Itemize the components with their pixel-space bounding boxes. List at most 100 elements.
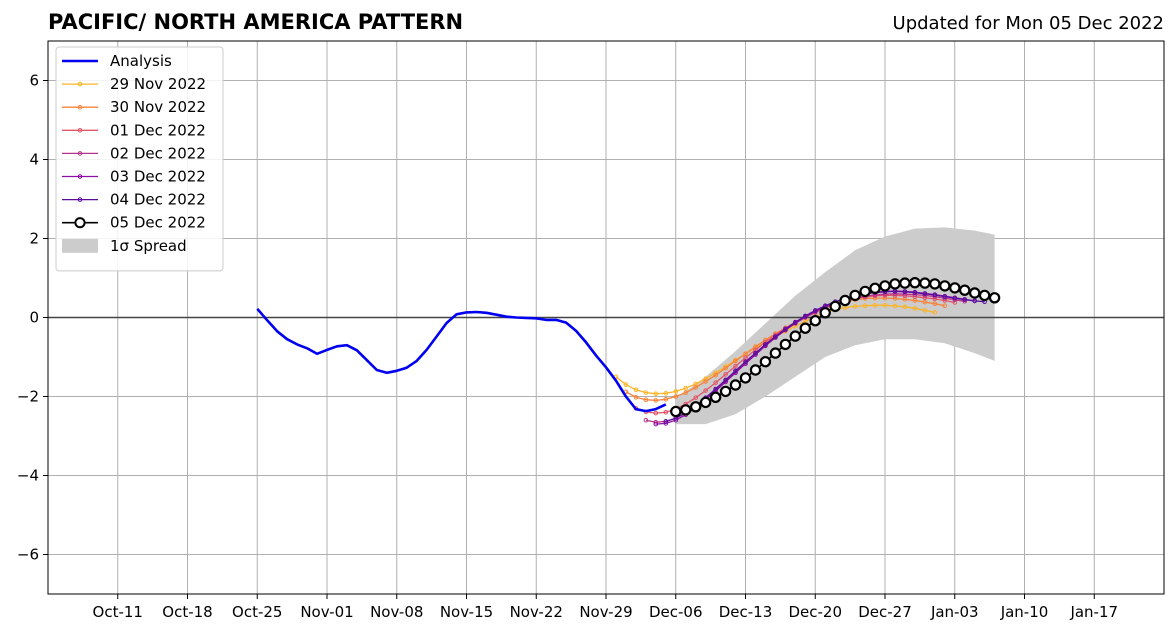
x-tick-label: Nov-29 (579, 603, 632, 621)
x-tick-label: Nov-01 (300, 603, 353, 621)
data-point (663, 397, 669, 402)
y-tick-label: −4 (17, 467, 39, 485)
legend-item: 02 Dec 2022 (62, 144, 206, 162)
legend-marker (77, 81, 83, 87)
data-point (663, 419, 669, 424)
data-point (670, 405, 682, 418)
data-point (849, 289, 861, 302)
data-point (988, 292, 1001, 304)
data-point (779, 338, 792, 351)
data-point (729, 379, 742, 391)
data-point (723, 365, 728, 371)
data-point (633, 387, 639, 393)
data-point (859, 285, 871, 298)
y-axis: 6 4 2 0 −2 −4 −6 (17, 72, 48, 564)
data-point (673, 389, 679, 394)
data-point (783, 326, 788, 332)
data-point (763, 342, 768, 347)
data-point (683, 385, 689, 391)
data-point (922, 299, 928, 305)
x-tick-label: Oct-11 (93, 603, 143, 621)
legend-item: 03 Dec 2022 (62, 168, 206, 186)
series-line-analysis (256, 307, 667, 413)
legend-label: 02 Dec 2022 (110, 144, 206, 162)
data-point (922, 291, 928, 297)
y-tick-label: −6 (17, 546, 39, 564)
y-tick-label: −2 (17, 388, 39, 406)
y-tick-label: 6 (29, 72, 39, 90)
legend-marker (77, 197, 83, 202)
data-point (932, 292, 938, 298)
data-point (693, 385, 699, 390)
legend-label: 03 Dec 2022 (110, 168, 206, 186)
data-point (942, 303, 948, 309)
data-point (813, 308, 818, 313)
legend-item: 1σ Spread (62, 237, 187, 255)
data-point (852, 304, 858, 309)
x-tick-label: Dec-13 (719, 603, 773, 621)
x-tick-label: Nov-15 (440, 603, 493, 621)
data-point (690, 401, 702, 413)
series-group (256, 277, 1001, 427)
data-point (769, 347, 782, 359)
data-point (733, 358, 738, 364)
legend-marker (74, 217, 86, 229)
data-point (932, 310, 938, 315)
legend-label: 30 Nov 2022 (110, 98, 206, 116)
legend: Analysis 29 Nov 2022 30 Nov 2022 01 Dec 202… (55, 46, 224, 272)
data-point (743, 359, 748, 365)
data-point (912, 290, 918, 295)
y-tick-label: 4 (29, 151, 39, 169)
data-point (663, 421, 669, 426)
data-point (789, 330, 802, 342)
x-tick-label: Jan-03 (930, 603, 979, 621)
data-point (869, 282, 881, 294)
data-point (819, 307, 831, 319)
data-point (902, 304, 908, 310)
data-point (733, 363, 738, 369)
data-point (952, 300, 958, 305)
data-point (902, 289, 908, 295)
data-point (699, 396, 712, 409)
x-tick-label: Oct-25 (232, 603, 282, 621)
data-point (663, 391, 669, 396)
data-point (653, 421, 659, 427)
legend-label: 01 Dec 2022 (110, 121, 206, 139)
legend-label: 29 Nov 2022 (110, 75, 206, 93)
legend-item: 05 Dec 2022 (62, 214, 206, 232)
data-point (683, 390, 689, 395)
data-point (962, 297, 968, 303)
legend-marker (77, 104, 83, 110)
x-tick-label: Dec-06 (649, 603, 703, 621)
legend-item: Analysis (62, 52, 172, 70)
data-point (803, 313, 808, 319)
data-point (892, 289, 898, 294)
data-point (882, 303, 888, 308)
x-tick-label: Dec-27 (858, 603, 912, 621)
x-tick-label: Nov-08 (370, 603, 423, 621)
data-point (643, 417, 649, 423)
data-point (653, 398, 659, 403)
data-point (919, 277, 931, 289)
data-point (889, 278, 901, 290)
data-point (879, 280, 891, 292)
data-point (909, 277, 921, 289)
data-point (862, 303, 868, 309)
data-point (899, 277, 911, 289)
data-point (673, 394, 679, 399)
legend-marker (77, 174, 83, 179)
data-point (753, 350, 758, 356)
data-point (633, 395, 639, 400)
data-point (829, 300, 841, 313)
data-point (739, 372, 752, 384)
x-tick-label: Nov-22 (510, 603, 563, 621)
x-axis: Oct-11 Oct-18 Oct-25 Nov-01 Nov-08 Nov-15 Nov-… (93, 594, 1118, 621)
y-tick-label: 0 (29, 309, 39, 327)
legend-label: 04 Dec 2022 (110, 191, 206, 209)
legend-marker (77, 151, 83, 156)
legend-item: 29 Nov 2022 (62, 75, 206, 93)
data-point (653, 410, 659, 416)
data-point (892, 303, 898, 309)
data-point (929, 278, 941, 290)
